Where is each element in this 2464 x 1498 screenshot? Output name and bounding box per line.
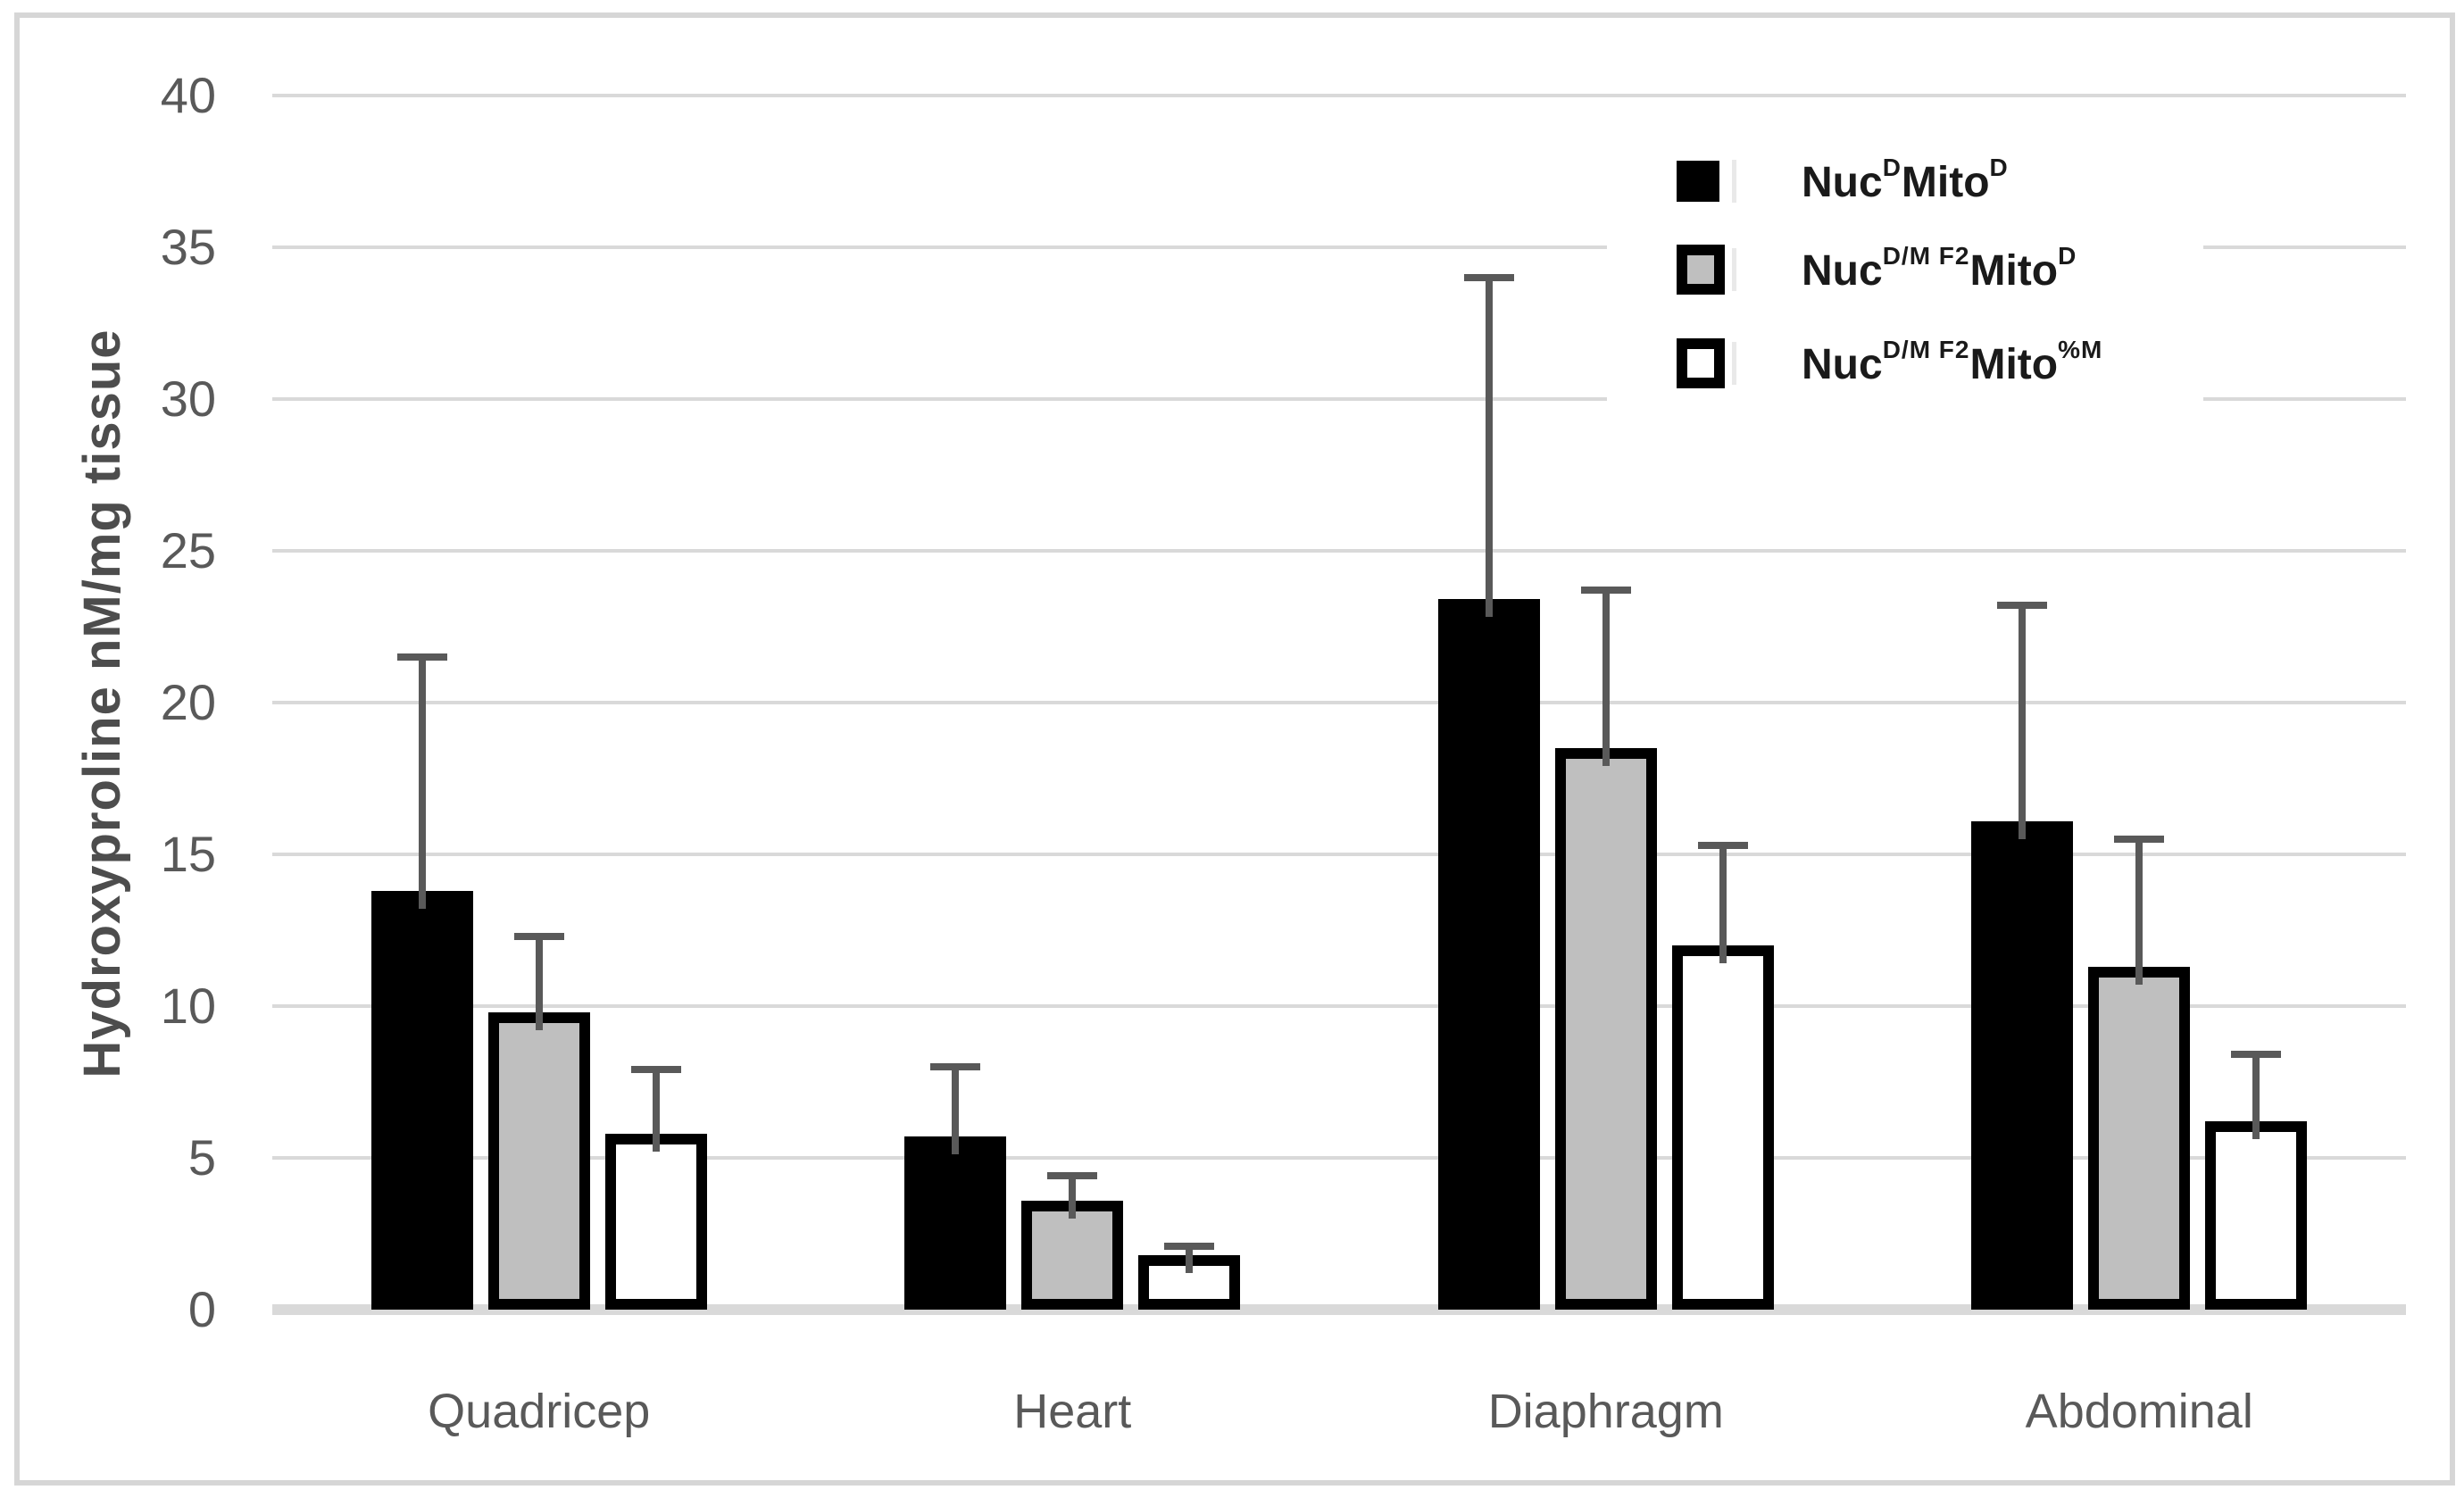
legend-label-text: Nuc (1802, 341, 1883, 388)
y-tick-label-30: 30 (160, 370, 216, 427)
error-bar-cap-abdominal-nuc-dm-f2-mito-pm (2231, 1051, 2282, 1059)
y-tick-label-15: 15 (160, 826, 216, 882)
error-bar-cap-diaphragm-nuc-dm-f2-mito-d (1580, 587, 1631, 595)
gridline-30 (272, 397, 2406, 401)
bar-diaphragm-nuc-d-mito-d (1437, 599, 1540, 1310)
legend-swatch-separator (1732, 160, 1736, 203)
error-bar-cap-heart-nuc-dm-f2-mito-d (1047, 1172, 1098, 1180)
legend-label-text: Nuc (1802, 159, 1883, 206)
y-tick-label-5: 5 (187, 1129, 216, 1186)
legend-label-text: Mito (1969, 341, 2059, 388)
legend-swatch-separator (1732, 248, 1736, 291)
bar-diaphragm-nuc-dm-f2-mito-pm (1671, 945, 1774, 1310)
x-category-label-abdominal: Abdominal (2025, 1385, 2253, 1438)
gridline-40 (272, 94, 2406, 97)
bar-quadricep-nuc-dm-f2-mito-d (487, 1011, 590, 1310)
legend-label-superscript: D (1882, 154, 1902, 181)
legend-swatch-nuc-d-mito-d (1677, 161, 1719, 202)
gridline-35 (272, 246, 2406, 249)
error-bar-cap-quadricep-nuc-dm-f2-mito-d (513, 932, 564, 940)
error-bar-line-heart-nuc-dm-f2-mito-pm (1186, 1245, 1194, 1273)
legend-label-superscript: D (2058, 242, 2077, 270)
error-bar-cap-heart-nuc-d-mito-d (930, 1063, 981, 1070)
legend-label-superscript: %M (2058, 336, 2103, 363)
error-bar-line-heart-nuc-d-mito-d (952, 1067, 960, 1155)
gridline-25 (272, 549, 2406, 553)
error-bar-line-diaphragm-nuc-dm-f2-mito-pm (1719, 845, 1727, 963)
bar-quadricep-nuc-dm-f2-mito-pm (604, 1133, 707, 1310)
legend-swatch-nuc-dm-f2-mito-pm (1677, 338, 1725, 388)
y-tick-label-0: 0 (187, 1281, 216, 1337)
y-tick-label-10: 10 (160, 978, 216, 1034)
gridline-15 (272, 853, 2406, 856)
error-bar-line-quadricep-nuc-dm-f2-mito-d (535, 936, 543, 1030)
y-tick-label-20: 20 (160, 674, 216, 730)
legend-label-nuc-dm-f2-mito-d: NucD/M F2MitoD (1802, 242, 2077, 295)
error-bar-line-quadricep-nuc-d-mito-d (418, 657, 426, 909)
bar-diaphragm-nuc-dm-f2-mito-d (1554, 748, 1657, 1310)
legend: NucDMitoD NucD/M F2MitoD NucD/M F2Mito%M (1607, 116, 2203, 487)
gridline-20 (272, 701, 2406, 704)
bar-abdominal-nuc-dm-f2-mito-d (2088, 966, 2191, 1310)
legend-label-text: Nuc (1802, 247, 1883, 295)
bar-heart-nuc-d-mito-d (904, 1136, 1007, 1310)
error-bar-line-diaphragm-nuc-d-mito-d (1485, 278, 1493, 618)
bar-quadricep-nuc-d-mito-d (370, 890, 473, 1310)
x-axis-line (272, 1304, 2406, 1315)
legend-item-nuc-d-mito-d: NucDMitoD (1677, 154, 2203, 208)
error-bar-line-quadricep-nuc-dm-f2-mito-pm (652, 1069, 660, 1152)
legend-swatch-separator (1732, 342, 1736, 385)
error-bar-cap-quadricep-nuc-dm-f2-mito-pm (630, 1066, 681, 1074)
x-category-label-heart: Heart (1013, 1385, 1132, 1438)
legend-label-superscript: D/M F2 (1882, 336, 1970, 363)
y-tick-label-35: 35 (160, 219, 216, 275)
legend-label-text: Mito (1969, 247, 2059, 295)
gridline-5 (272, 1156, 2406, 1160)
error-bar-cap-abdominal-nuc-dm-f2-mito-d (2114, 836, 2165, 843)
error-bar-cap-abdominal-nuc-d-mito-d (1997, 602, 2048, 610)
gridline-10 (272, 1004, 2406, 1008)
error-bar-line-heart-nuc-dm-f2-mito-d (1069, 1176, 1077, 1219)
legend-label-nuc-d-mito-d: NucDMitoD (1802, 154, 2009, 207)
error-bar-line-abdominal-nuc-dm-f2-mito-pm (2252, 1054, 2260, 1140)
x-category-label-quadricep: Quadricep (428, 1385, 651, 1438)
legend-item-nuc-dm-f2-mito-pm: NucD/M F2Mito%M (1677, 336, 2203, 390)
error-bar-cap-diaphragm-nuc-dm-f2-mito-pm (1697, 841, 1748, 849)
error-bar-line-abdominal-nuc-d-mito-d (2019, 605, 2027, 839)
legend-swatch-nuc-dm-f2-mito-d (1677, 245, 1725, 295)
error-bar-line-diaphragm-nuc-dm-f2-mito-d (1602, 590, 1610, 766)
x-category-label-diaphragm: Diaphragm (1487, 1385, 1724, 1438)
error-bar-line-abdominal-nuc-dm-f2-mito-d (2135, 839, 2144, 985)
error-bar-cap-diaphragm-nuc-d-mito-d (1463, 274, 1514, 281)
legend-label-text: Mito (1901, 159, 1990, 206)
bar-abdominal-nuc-d-mito-d (1971, 820, 2074, 1310)
legend-label-nuc-dm-f2-mito-pm: NucD/M F2Mito%M (1802, 336, 2102, 389)
y-tick-label-40: 40 (160, 67, 216, 123)
legend-item-nuc-dm-f2-mito-d: NucD/M F2MitoD (1677, 242, 2203, 296)
y-tick-label-25: 25 (160, 522, 216, 578)
legend-label-superscript: D (1989, 154, 2009, 181)
legend-label-superscript: D/M F2 (1882, 242, 1970, 270)
error-bar-cap-heart-nuc-dm-f2-mito-pm (1164, 1242, 1215, 1250)
error-bar-cap-quadricep-nuc-d-mito-d (396, 653, 447, 661)
